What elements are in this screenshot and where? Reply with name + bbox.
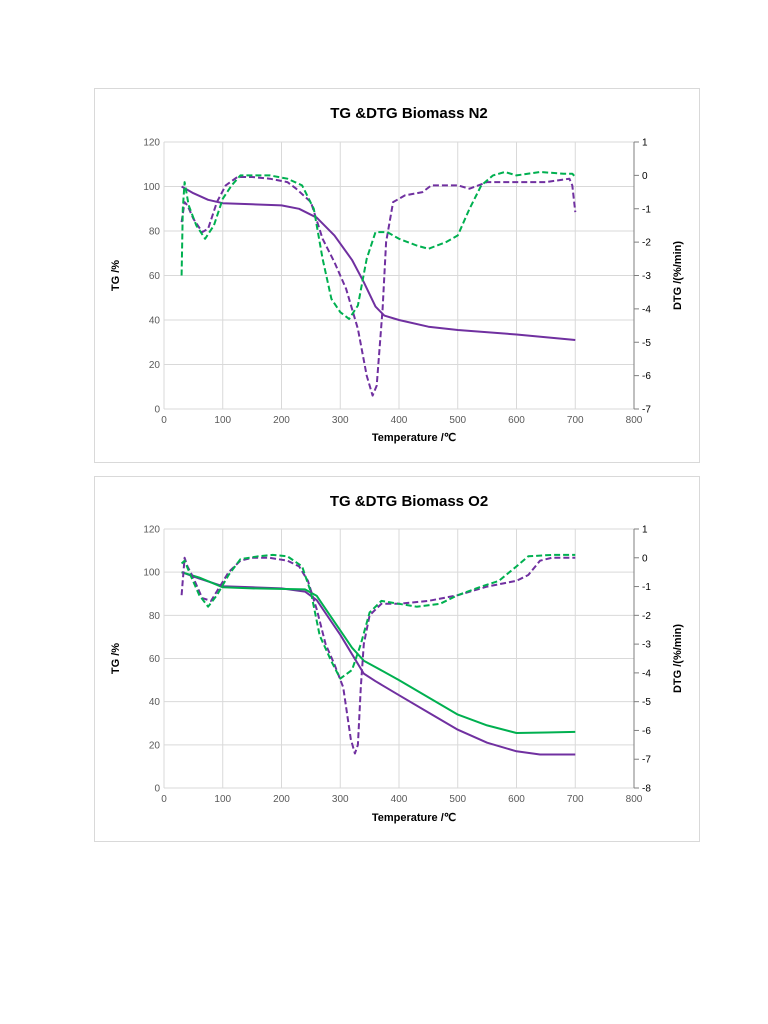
x-tick-label: 500 xyxy=(449,794,466,805)
y2-tick-label: -6 xyxy=(642,371,651,382)
series-line-tg-purple xyxy=(181,185,576,341)
y-tick-label: 100 xyxy=(143,182,160,193)
y2-tick-label: 0 xyxy=(642,553,648,564)
y-tick-label: 40 xyxy=(149,316,161,327)
series-line-dtg-purple xyxy=(180,556,576,755)
x-tick-label: 400 xyxy=(391,415,408,426)
series-line-dtg-green xyxy=(180,171,577,320)
x-tick-label: 700 xyxy=(567,794,584,805)
x-tick-label: 0 xyxy=(161,415,167,426)
y2-tick-label: -5 xyxy=(642,338,651,349)
y2-tick-label: -4 xyxy=(642,668,651,679)
y2-tick-label: -7 xyxy=(642,755,651,766)
y2-tick-label: -4 xyxy=(642,304,651,315)
y2-tick-label: 1 xyxy=(642,525,648,536)
x-tick-label: 100 xyxy=(214,794,231,805)
y-tick-label: 0 xyxy=(154,784,160,795)
y2-tick-label: -6 xyxy=(642,726,651,737)
x-tick-label: 100 xyxy=(214,415,231,426)
y-tick-label: 120 xyxy=(143,138,160,149)
chart-n2: 0 20 40 60 80 100 120 0 100 200 300 400 500 600 700 800… xyxy=(94,88,700,463)
y-tick-label: 60 xyxy=(149,654,161,665)
y2-tick-label: 0 xyxy=(642,171,648,182)
y2-tick-label: 1 xyxy=(642,138,648,149)
y2-tick-label: -8 xyxy=(642,784,651,795)
x-tick-label: 500 xyxy=(449,415,466,426)
x-tick-label: 800 xyxy=(626,415,643,426)
x-tick-label: 700 xyxy=(567,415,584,426)
series-line-dtg-purple xyxy=(180,176,577,397)
y2-tick-label: -5 xyxy=(642,697,651,708)
y-tick-label: 120 xyxy=(143,525,160,536)
series-line-dtg-green xyxy=(180,553,576,680)
x-tick-label: 400 xyxy=(391,794,408,805)
y-tick-label: 80 xyxy=(149,227,161,238)
y-tick-label: 60 xyxy=(149,271,161,282)
chart-o2: 0 20 40 60 80 100 120 0 100 200 300 400 500 600 700 800… xyxy=(94,476,700,842)
y2-tick-label: -2 xyxy=(642,611,651,622)
y-axis-label: TG /% xyxy=(110,260,122,291)
y-tick-label: 20 xyxy=(149,740,161,751)
x-tick-label: 200 xyxy=(273,794,290,805)
y2-axis-label: DTG /(%/min) xyxy=(672,624,684,693)
x-axis-label: Temperature /℃ xyxy=(372,432,456,444)
x-tick-label: 300 xyxy=(332,415,349,426)
chart-title: TG &DTG Biomass N2 xyxy=(330,105,488,122)
y2-axis-label: DTG /(%/min) xyxy=(672,241,684,310)
y2-tick-label: -3 xyxy=(642,271,651,282)
y2-tick-label: -1 xyxy=(642,582,651,593)
y-tick-label: 0 xyxy=(154,405,160,416)
x-tick-label: 800 xyxy=(626,794,643,805)
x-tick-label: 600 xyxy=(508,415,525,426)
y2-tick-label: -7 xyxy=(642,405,651,416)
y2-tick-label: -1 xyxy=(642,204,651,215)
chart-o2-svg: 0 20 40 60 80 100 120 0 100 200 300 400 500 600 700 800… xyxy=(110,493,684,824)
x-tick-label: 200 xyxy=(273,415,290,426)
series-line-tg-purple xyxy=(181,571,576,756)
y2-tick-label: -2 xyxy=(642,238,651,249)
chart-n2-svg: 0 20 40 60 80 100 120 0 100 200 300 400 500 600 700 800… xyxy=(110,105,684,444)
y-axis-label: TG /% xyxy=(110,643,122,674)
x-axis-label: Temperature /℃ xyxy=(372,812,456,824)
chart-title: TG &DTG Biomass O2 xyxy=(330,493,488,510)
y-tick-label: 40 xyxy=(149,697,161,708)
y2-tick-label: -3 xyxy=(642,640,651,651)
x-tick-label: 300 xyxy=(332,794,349,805)
y-tick-label: 80 xyxy=(149,611,161,622)
y-tick-label: 20 xyxy=(149,360,161,371)
x-tick-label: 600 xyxy=(508,794,525,805)
y-tick-label: 100 xyxy=(143,568,160,579)
x-tick-label: 0 xyxy=(161,794,167,805)
